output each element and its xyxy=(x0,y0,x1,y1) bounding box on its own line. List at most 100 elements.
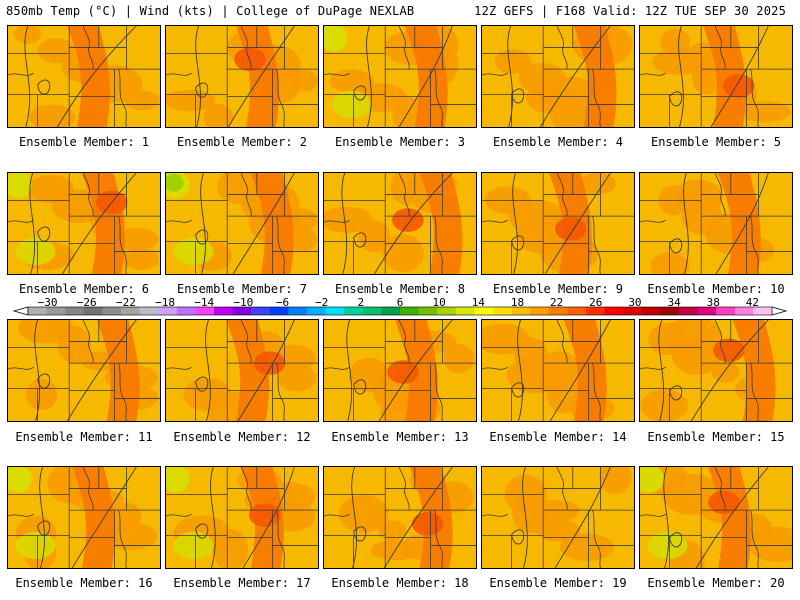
colorbar-tick-label: −22 xyxy=(116,298,136,309)
colorbar-swatch xyxy=(679,307,698,315)
colorbar-tick-label: 34 xyxy=(667,298,681,309)
temperature-field-map xyxy=(166,26,318,127)
temperature-colorbar: −30 −26 −22 −18 −14 −10 −6 −2 2 6 10 14 18 22 26 30 34 38… xyxy=(0,298,800,318)
colorbar-swatch xyxy=(158,307,178,315)
colorbar-swatch xyxy=(195,307,215,315)
ensemble-panel-2 xyxy=(165,25,319,128)
temperature-field-map xyxy=(640,173,792,274)
colorbar-tick-label: 22 xyxy=(550,298,563,309)
temperature-field-map xyxy=(8,26,160,127)
colorbar-swatch xyxy=(437,307,457,315)
temperature-field-map xyxy=(324,320,476,421)
ensemble-panel-19 xyxy=(481,466,635,569)
ensemble-member-caption: Ensemble Member: 17 xyxy=(173,576,311,590)
temperature-field-map xyxy=(324,26,476,127)
ensemble-member-caption: Ensemble Member: 16 xyxy=(15,576,153,590)
model-run-valid-time: 12Z GEFS | F168 Valid: 12Z TUE SEP 30 20… xyxy=(474,4,786,18)
colorbar-swatch xyxy=(46,307,66,315)
ensemble-panel-8 xyxy=(323,172,477,275)
ensemble-member-caption: Ensemble Member: 7 xyxy=(176,282,308,296)
colorbar-tick-label: −6 xyxy=(276,298,289,309)
ensemble-member-caption: Ensemble Member: 4 xyxy=(492,135,624,149)
temperature-field-map xyxy=(8,320,160,421)
ensemble-panel-1 xyxy=(7,25,161,128)
colorbar-swatch xyxy=(214,307,233,315)
ensemble-panel-12 xyxy=(165,319,319,422)
colorbar-swatch xyxy=(362,307,382,315)
temperature-field-map xyxy=(8,467,160,568)
temperature-field-map xyxy=(166,173,318,274)
colorbar-swatch xyxy=(121,307,140,315)
map-title: 850mb Temp (°C) | Wind (kts) | College o… xyxy=(6,4,415,18)
ensemble-panel-14 xyxy=(481,319,635,422)
ensemble-member-caption: Ensemble Member: 11 xyxy=(15,430,153,444)
colorbar-swatch xyxy=(530,307,550,315)
ensemble-panel-7 xyxy=(165,172,319,275)
ensemble-member-caption: Ensemble Member: 20 xyxy=(647,576,785,590)
colorbar-swatch xyxy=(251,307,271,315)
colorbar-swatch xyxy=(344,307,364,315)
ensemble-member-caption: Ensemble Member: 9 xyxy=(492,282,624,296)
colorbar-swatch xyxy=(28,307,47,315)
colorbar-swatch xyxy=(102,307,122,315)
colorbar-swatch xyxy=(697,307,717,315)
colorbar-tick-label: 2 xyxy=(358,298,365,309)
colorbar-swatch xyxy=(641,307,661,315)
colorbar-tick-label: −18 xyxy=(155,298,175,309)
ensemble-member-caption: Ensemble Member: 19 xyxy=(489,576,627,590)
colorbar-swatch xyxy=(418,307,438,315)
colorbar-tick-label: −10 xyxy=(233,298,253,309)
colorbar-swatch xyxy=(176,307,196,315)
colorbar-right-arrow xyxy=(771,306,788,316)
ensemble-member-caption: Ensemble Member: 6 xyxy=(18,282,150,296)
colorbar-swatch xyxy=(660,307,680,315)
ensemble-member-caption: Ensemble Member: 15 xyxy=(647,430,785,444)
ensemble-panel-15 xyxy=(639,319,793,422)
colorbar-swatch xyxy=(288,307,308,315)
temperature-field-map xyxy=(640,26,792,127)
colorbar-tick-label: 26 xyxy=(589,298,602,309)
colorbar-tick-label: 38 xyxy=(707,298,720,309)
temperature-field-map xyxy=(324,467,476,568)
colorbar-swatch xyxy=(548,307,568,315)
ensemble-member-caption: Ensemble Member: 2 xyxy=(176,135,308,149)
ensemble-member-caption: Ensemble Member: 5 xyxy=(650,135,782,149)
ensemble-member-caption: Ensemble Member: 3 xyxy=(334,135,466,149)
colorbar-tick-label: −30 xyxy=(38,298,58,309)
colorbar-swatch xyxy=(381,307,401,315)
temperature-field-map xyxy=(482,26,634,127)
ensemble-panel-3 xyxy=(323,25,477,128)
ensemble-panel-4 xyxy=(481,25,635,128)
colorbar-swatch xyxy=(232,307,252,315)
ensemble-member-caption: Ensemble Member: 18 xyxy=(331,576,469,590)
ensemble-panel-18 xyxy=(323,466,477,569)
ensemble-panel-6 xyxy=(7,172,161,275)
temperature-field-map xyxy=(166,320,318,421)
colorbar-swatch xyxy=(83,307,103,315)
colorbar-left-arrow xyxy=(12,306,29,316)
temperature-field-map xyxy=(640,320,792,421)
colorbar-swatch xyxy=(586,307,605,315)
colorbar-swatch xyxy=(400,307,419,315)
colorbar-tick-label: 6 xyxy=(397,298,404,309)
colorbar-swatch xyxy=(511,307,531,315)
colorbar-tick-label: 14 xyxy=(472,298,486,309)
colorbar-tick-label: 10 xyxy=(433,298,446,309)
colorbar-swatch xyxy=(65,307,85,315)
colorbar-swatch xyxy=(493,307,512,315)
ensemble-member-caption: Ensemble Member: 13 xyxy=(331,430,469,444)
colorbar-swatch xyxy=(139,307,159,315)
colorbar-swatch xyxy=(753,307,773,315)
temperature-field-map xyxy=(482,173,634,274)
temperature-field-map xyxy=(8,173,160,274)
colorbar-tick-label: 18 xyxy=(511,298,524,309)
colorbar-tick-label: 30 xyxy=(628,298,641,309)
ensemble-panel-20 xyxy=(639,466,793,569)
ensemble-member-caption: Ensemble Member: 10 xyxy=(647,282,785,296)
temperature-field-map xyxy=(482,467,634,568)
ensemble-member-caption: Ensemble Member: 14 xyxy=(489,430,627,444)
ensemble-member-caption: Ensemble Member: 12 xyxy=(173,430,311,444)
colorbar-swatch xyxy=(307,307,326,315)
colorbar-tick-label: −2 xyxy=(315,298,328,309)
ensemble-panel-10 xyxy=(639,172,793,275)
